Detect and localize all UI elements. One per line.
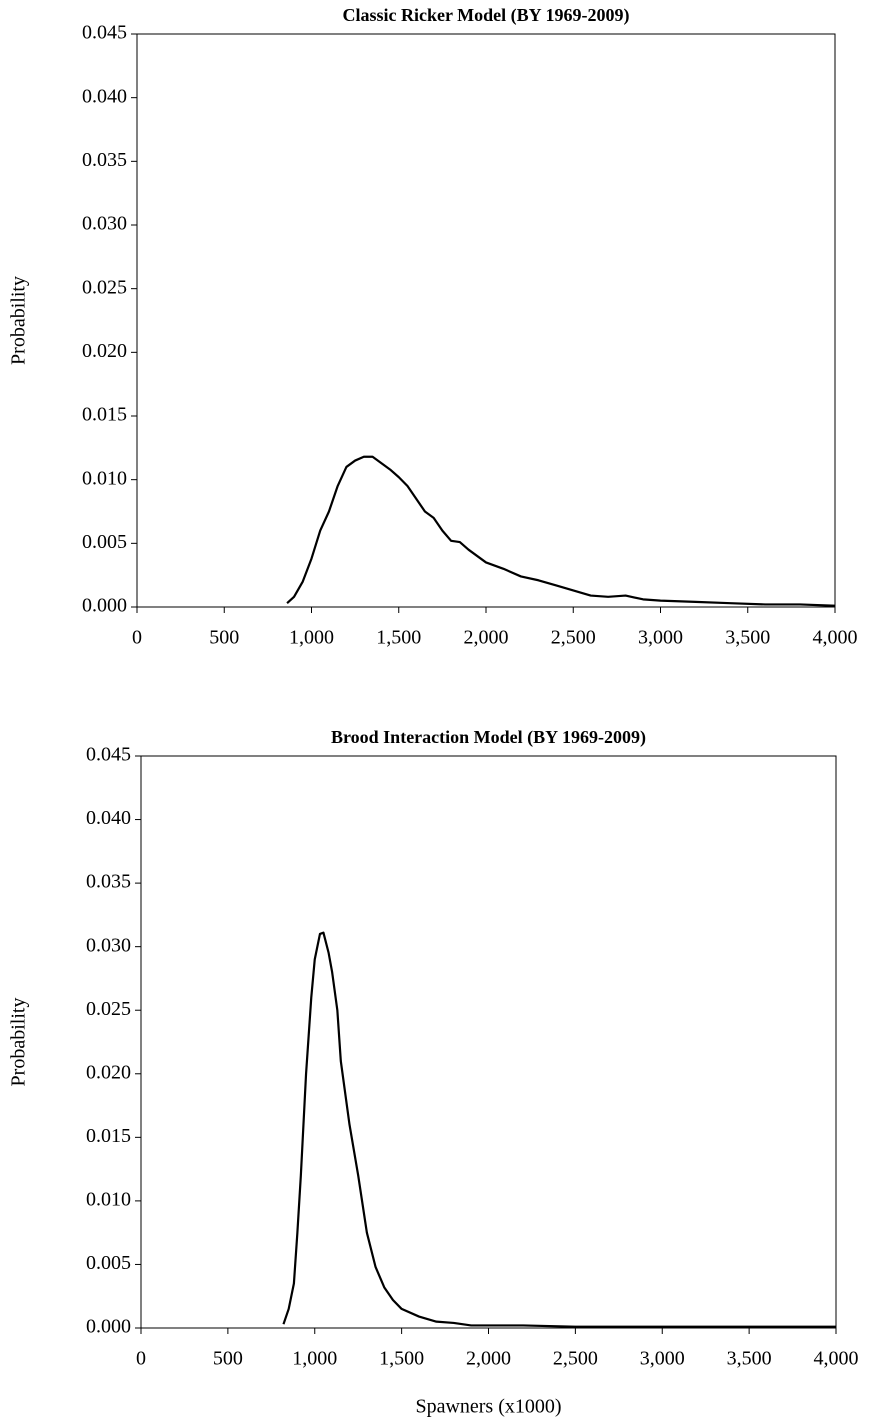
x-tick-label: 3,000 — [640, 1348, 685, 1370]
y-tick-label: 0.020 — [82, 340, 127, 362]
x-tick-label: 2,500 — [551, 627, 596, 649]
y-tick-label: 0.015 — [86, 1125, 131, 1147]
y-tick-label: 0.025 — [86, 998, 131, 1020]
x-tick-label: 4,000 — [814, 1348, 859, 1370]
line-series — [282, 931, 836, 1328]
y-tick-label: 0.045 — [82, 22, 127, 44]
y-tick-label: 0.025 — [82, 276, 127, 298]
y-tick-label: 0.040 — [82, 85, 127, 107]
y-tick-label: 0.000 — [82, 595, 127, 617]
x-tick-label: 1,500 — [379, 1348, 424, 1370]
x-axis-label: Spawners (x1000) — [415, 1396, 561, 1418]
line-series — [286, 455, 836, 607]
chart-title: Brood Interaction Model (BY 1969-2009) — [331, 727, 646, 748]
chart-title: Classic Ricker Model (BY 1969-2009) — [343, 5, 630, 26]
x-tick-label: 3,500 — [727, 1348, 772, 1370]
y-tick-label: 0.020 — [86, 1061, 131, 1083]
x-tick-label: 2,500 — [553, 1348, 598, 1370]
y-tick-label: 0.045 — [86, 744, 131, 766]
y-tick-label: 0.010 — [82, 467, 127, 489]
x-tick-label: 500 — [213, 1348, 243, 1370]
plot-frame — [140, 755, 837, 1329]
x-tick-label: 1,000 — [289, 627, 334, 649]
x-tick-label: 0 — [132, 627, 142, 649]
y-tick-label: 0.030 — [86, 934, 131, 956]
y-tick-label: 0.005 — [82, 531, 127, 553]
y-tick-label: 0.005 — [86, 1252, 131, 1274]
x-tick-label: 2,000 — [464, 627, 509, 649]
x-tick-label: 3,000 — [638, 627, 683, 649]
y-axis-label: Probability — [8, 998, 30, 1087]
x-tick-label: 500 — [209, 627, 239, 649]
y-tick-label: 0.010 — [86, 1188, 131, 1210]
y-tick-label: 0.035 — [86, 871, 131, 893]
x-tick-label: 1,500 — [376, 627, 421, 649]
y-tick-label: 0.030 — [82, 213, 127, 235]
y-tick-label: 0.035 — [82, 149, 127, 171]
x-tick-label: 0 — [136, 1348, 146, 1370]
x-tick-label: 1,000 — [292, 1348, 337, 1370]
y-tick-label: 0.015 — [82, 404, 127, 426]
x-tick-label: 4,000 — [813, 627, 858, 649]
x-tick-label: 3,500 — [725, 627, 770, 649]
y-tick-label: 0.000 — [86, 1316, 131, 1338]
y-tick-label: 0.040 — [86, 807, 131, 829]
x-tick-label: 2,000 — [466, 1348, 511, 1370]
plot-frame — [136, 33, 836, 608]
y-axis-label: Probability — [8, 276, 30, 365]
